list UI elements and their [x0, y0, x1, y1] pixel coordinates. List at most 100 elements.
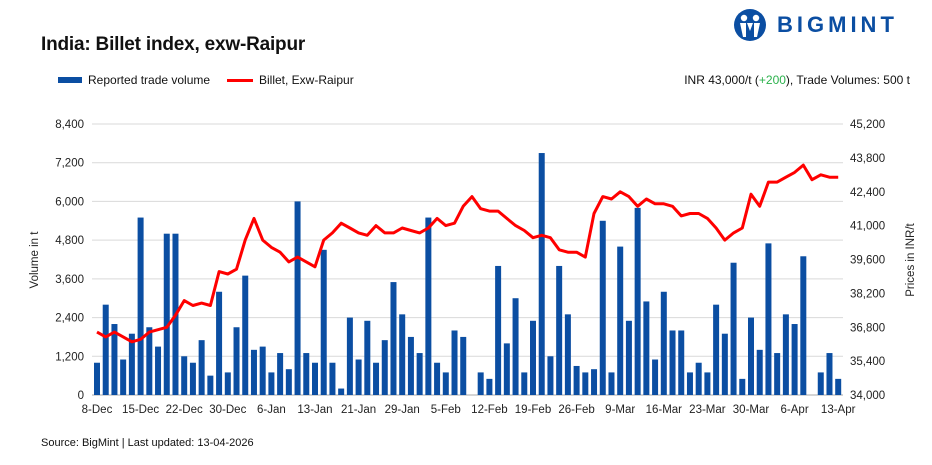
volume-bar	[120, 359, 127, 395]
volume-bar	[111, 324, 118, 395]
volume-bar	[564, 314, 571, 395]
volume-bar	[94, 362, 100, 395]
volume-bar	[346, 317, 353, 395]
logo-text: BIGMINT	[777, 12, 898, 37]
x-tick-label: 12-Feb	[471, 404, 507, 416]
y-axis-right-ticks: 34,000 35,400 36,800 38,200 39,600 41,000 42,4…	[850, 119, 885, 402]
y2-tick-label: 34,000	[850, 390, 885, 402]
legend-item-price: Billet, Exw-Raipur	[227, 73, 354, 87]
volume-bar	[355, 359, 362, 395]
volume-bar	[434, 362, 441, 395]
volume-bar	[730, 262, 737, 395]
volume-bar	[312, 362, 318, 395]
volume-bar	[460, 336, 467, 395]
x-tick-label: 29-Jan	[385, 404, 420, 416]
volume-bar	[608, 372, 615, 395]
volume-bar	[250, 349, 257, 395]
y-tick-label: 2,400	[55, 313, 84, 325]
y2-tick-label: 35,400	[850, 356, 885, 368]
x-tick-label: 22-Dec	[166, 404, 203, 416]
volume-bar	[721, 333, 728, 395]
price-line	[96, 163, 839, 344]
volume-bar	[216, 291, 223, 395]
x-tick-label: 13-Jan	[297, 404, 332, 416]
volume-bar	[189, 362, 196, 395]
volume-bar	[399, 314, 406, 395]
x-tick-label: 9-Mar	[605, 404, 635, 416]
volume-bar	[617, 246, 624, 395]
price-summary: INR 43,000/t (+200), Trade Volumes: 500 …	[684, 73, 910, 87]
volume-bar	[137, 217, 144, 395]
chart-title: India: Billet index, exw-Raipur	[41, 34, 306, 55]
legend-label-price: Billet, Exw-Raipur	[259, 73, 354, 87]
volume-bar	[224, 372, 231, 395]
y2-tick-label: 36,800	[850, 322, 885, 334]
volume-bar	[320, 249, 327, 395]
legend-label-volume: Reported trade volume	[88, 73, 211, 87]
x-tick-label: 6-Apr	[781, 404, 809, 416]
volume-bar	[503, 343, 510, 395]
x-tick-label: 19-Feb	[515, 404, 551, 416]
volume-bar	[652, 359, 659, 395]
volume-bar	[442, 372, 449, 395]
volume-bar	[163, 233, 170, 395]
gridlines	[92, 123, 843, 396]
volume-bar	[817, 372, 824, 395]
volume-bar	[756, 349, 763, 395]
y2-tick-label: 41,000	[850, 221, 885, 233]
volume-bar	[835, 378, 842, 395]
x-tick-label: 6-Jan	[257, 404, 286, 416]
legend-swatch-bar	[58, 77, 82, 83]
volume-bar	[774, 353, 781, 395]
volume-bar	[573, 365, 580, 395]
volume-bar	[102, 304, 109, 395]
volume-bar	[495, 265, 502, 395]
source-footer: Source: BigMint | Last updated: 13-04-20…	[41, 437, 254, 449]
y-tick-label: 6,000	[55, 196, 84, 208]
volume-bar	[477, 372, 484, 395]
bigmint-logo: BIGMINT	[733, 8, 898, 42]
volume-bar	[782, 314, 789, 395]
x-tick-label: 16-Mar	[646, 404, 683, 416]
volume-bar	[364, 320, 371, 395]
volume-bar	[259, 346, 266, 395]
volume-bar	[285, 369, 292, 395]
x-tick-label: 21-Jan	[341, 404, 376, 416]
volume-bar	[547, 356, 554, 395]
legend-item-volume: Reported trade volume	[58, 73, 210, 87]
y2-tick-label: 38,200	[850, 288, 885, 300]
y-tick-label: 3,600	[55, 274, 84, 286]
volume-bar	[373, 362, 380, 395]
volume-bar	[538, 153, 545, 395]
volume-bar	[181, 356, 188, 395]
y-axis-label: Volume in t	[29, 231, 41, 289]
bigmint-logo-icon	[734, 9, 766, 41]
volume-bar	[303, 353, 310, 395]
y2-tick-label: 42,400	[850, 187, 885, 199]
x-tick-label: 23-Mar	[689, 404, 726, 416]
volume-bar	[146, 327, 153, 395]
volume-bar	[198, 340, 205, 395]
volume-bars	[94, 153, 842, 395]
x-tick-label: 13-Apr	[821, 404, 856, 416]
y-tick-label: 0	[78, 390, 84, 402]
volume-bar	[207, 375, 214, 395]
volume-bar	[277, 353, 284, 395]
summary-change: +200	[758, 73, 786, 87]
x-tick-label: 26-Feb	[558, 404, 594, 416]
volume-bar	[407, 336, 414, 395]
summary-suffix: ), Trade Volumes: 500 t	[785, 73, 910, 87]
volume-bar	[765, 243, 772, 395]
volume-bar	[826, 353, 833, 395]
volume-bar	[791, 324, 798, 395]
volume-bar	[599, 220, 606, 395]
y-axis-left-ticks: 0 1,200 2,400 3,600 4,800 6,000 7,200 8,400	[55, 119, 84, 402]
x-tick-label: 30-Mar	[733, 404, 770, 416]
volume-bar	[416, 353, 423, 395]
x-tick-label: 8-Dec	[82, 404, 113, 416]
x-tick-label: 30-Dec	[209, 404, 246, 416]
volume-bar	[451, 330, 458, 395]
y-tick-label: 8,400	[55, 119, 84, 131]
volume-bar	[643, 301, 650, 395]
volume-bar	[582, 372, 589, 395]
